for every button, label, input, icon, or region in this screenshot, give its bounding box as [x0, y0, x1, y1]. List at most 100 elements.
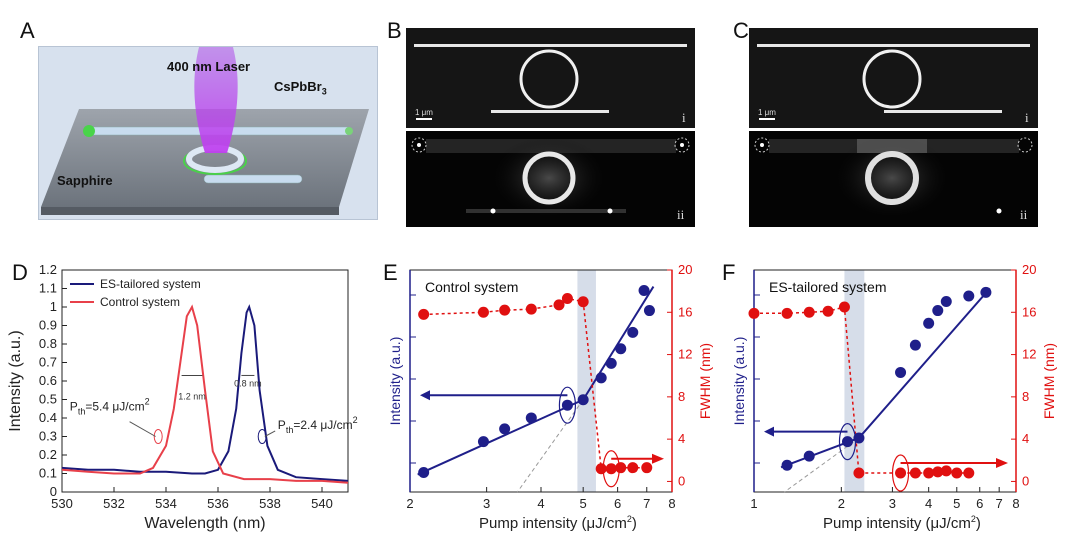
tag-i-c: i — [1025, 110, 1029, 125]
y-tick-label-d: 0.5 — [39, 392, 57, 407]
intensity-point — [940, 295, 952, 307]
pl-image-c: ii — [749, 131, 1038, 227]
intensity-point — [627, 326, 639, 338]
fwhm-point — [641, 462, 653, 474]
intensity-point — [781, 459, 793, 471]
intensity-point — [643, 305, 655, 317]
panel-letter-c: C — [733, 18, 749, 43]
intensity-point — [477, 436, 489, 448]
x-tick-label: 5 — [580, 496, 587, 511]
laser-label: 400 nm Laser — [167, 59, 251, 74]
fwhm-axis-marker — [891, 454, 910, 492]
panel-letter-f: F — [722, 260, 736, 285]
intensity-point — [577, 394, 589, 406]
scale-label-b: 1 μm — [415, 108, 433, 117]
x-tick-label: 2 — [838, 496, 845, 511]
y-tick-label-d: 1 — [50, 299, 57, 314]
fwhm-point — [781, 307, 793, 319]
fwhm-point — [595, 463, 607, 475]
panel-letter-a: A — [20, 18, 35, 43]
y-right-axis-label: FWHM (nm) — [697, 343, 713, 419]
width-label-control: 1.2 nm — [178, 392, 206, 402]
x-tick-label: 3 — [483, 496, 490, 511]
sem-bottom-waveguide-c — [884, 110, 1002, 113]
output-spot-left — [83, 125, 95, 137]
y-tick-label-d: 0.6 — [39, 373, 57, 388]
y-tick-label-d: 0.4 — [39, 410, 57, 425]
fwhm-point — [923, 467, 935, 479]
pl-image-b: ii — [406, 131, 695, 227]
intensity-point — [909, 339, 921, 351]
chart-d-spectra: 530 532 534 536 538 540 0 0.1 0.2 0.3 0.4 0.5 0.6 0.7… — [7, 262, 358, 532]
fwhm-point — [963, 467, 975, 479]
intensity-point — [963, 290, 975, 302]
fwhm-point — [748, 307, 760, 319]
fwhm-point — [853, 467, 865, 479]
x-tick-label: 8 — [668, 496, 675, 511]
legend-label-1: Control system — [100, 295, 180, 309]
intensity-point — [605, 357, 617, 369]
x-tick-label: 7 — [643, 496, 650, 511]
x-tick-label: 2 — [406, 496, 413, 511]
panel-letter-e: E — [383, 260, 398, 285]
fwhm-arrow-head — [652, 453, 664, 464]
y-right-tick-label: 4 — [1022, 431, 1029, 446]
y-tick-label-d: 1.2 — [39, 262, 57, 277]
x-tick-label: 7 — [996, 496, 1003, 511]
y-right-tick-label: 12 — [678, 347, 692, 362]
fwhm-point — [477, 306, 489, 318]
fwhm-point — [627, 462, 639, 474]
y-tick-label-d: 1.1 — [39, 281, 57, 296]
intensity-arrow-head — [420, 390, 430, 401]
x-tick-label: 4 — [537, 496, 544, 511]
panel-letter-b: B — [387, 18, 402, 43]
tag-ii-c: ii — [1020, 207, 1028, 222]
fwhm-point — [615, 462, 627, 474]
legend-label-0: ES-tailored system — [100, 277, 201, 291]
fwhm-point — [553, 299, 565, 311]
scale-bar-c — [759, 118, 775, 120]
pl-ring-b — [522, 151, 576, 205]
bottom-waveguide — [203, 174, 303, 184]
x-tick-label: 3 — [889, 496, 896, 511]
y-right-tick-label: 20 — [1022, 262, 1036, 277]
y-left-axis-label: Intensity (a.u.) — [387, 337, 403, 426]
width-label-es: 0.8 nm — [234, 379, 262, 389]
intensity-point — [418, 467, 430, 479]
y-tick-label-d: 0.9 — [39, 318, 57, 333]
y-right-tick-label: 8 — [1022, 389, 1029, 404]
intensity-axis-marker — [838, 423, 857, 461]
x-tick-label: 6 — [976, 496, 983, 511]
dashed-marker-left-b — [411, 137, 427, 153]
sem-image-c: 1 μm i — [749, 28, 1038, 128]
series-line-control — [61, 304, 349, 484]
fwhm-arrow-head — [996, 457, 1008, 468]
callout-line-control — [129, 421, 156, 437]
fwhm-point — [577, 296, 589, 308]
scale-label-c: 1 μm — [758, 108, 776, 117]
x-tick-label-d: 540 — [311, 496, 333, 511]
pl-spot-right-b — [607, 208, 613, 214]
sem-image-b: 1 μm i — [406, 28, 695, 128]
intensity-point — [923, 317, 935, 329]
material-label: CsPbBr3 — [274, 79, 327, 97]
fwhm-point — [932, 466, 944, 478]
callout-line-es — [264, 430, 276, 437]
pl-spot-left-b — [490, 208, 496, 214]
fit-line-above-threshold — [582, 286, 655, 401]
intensity-point — [561, 399, 573, 411]
y-right-tick-label: 0 — [678, 473, 685, 488]
x-tick-label-d: 538 — [259, 496, 281, 511]
intensity-point — [525, 412, 537, 424]
y-right-tick-label: 16 — [678, 304, 692, 319]
substrate-label: Sapphire — [57, 173, 113, 188]
output-spot-right — [345, 127, 353, 135]
y-axis-label-d: Intensity (a.u.) — [7, 330, 24, 431]
fwhm-line — [423, 297, 647, 470]
x-tick-label: 4 — [925, 496, 932, 511]
x-tick-label-d: 530 — [51, 496, 73, 511]
x-tick-label-d: 536 — [207, 496, 229, 511]
y-right-tick-label: 8 — [678, 389, 685, 404]
y-tick-label-d: 0.7 — [39, 355, 57, 370]
